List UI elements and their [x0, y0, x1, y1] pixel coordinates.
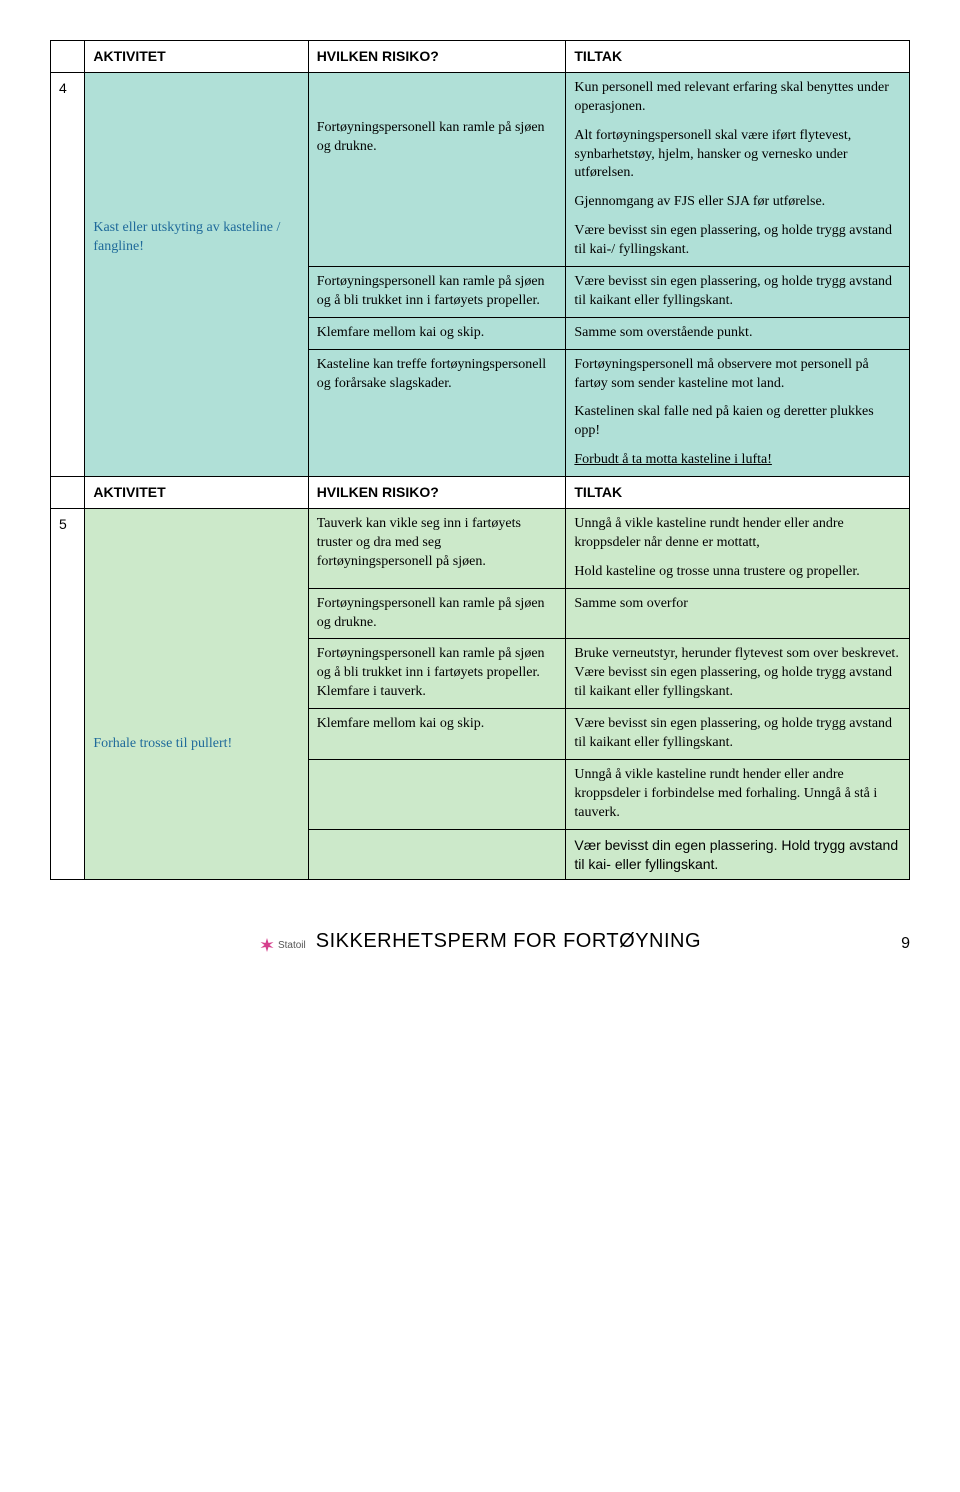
header-aktivitet: AKTIVITET	[85, 477, 308, 509]
risk-text: Fortøyningspersonell kan ramle på sjøen …	[317, 120, 545, 154]
tiltak-text: Hold kasteline og trosse unna trustere o…	[574, 563, 901, 582]
tiltak-text: Kastelinen skal falle ned på kaien og de…	[574, 403, 901, 441]
tiltak-text: Kun personell med relevant erfaring skal…	[574, 79, 901, 117]
header-tiltak: TILTAK	[566, 41, 910, 73]
risk-cell: Fortøyningspersonell kan ramle på sjøen …	[308, 267, 566, 318]
tiltak-cell: Samme som overstående punkt.	[566, 317, 910, 349]
table-header-row: AKTIVITET HVILKEN RISIKO? TILTAK	[51, 41, 910, 73]
tiltak-text: Unngå å vikle kasteline rundt hender ell…	[574, 515, 901, 553]
tiltak-text: Gjennomgang av FJS eller SJA før utførel…	[574, 193, 901, 212]
risk-cell: Klemfare mellom kai og skip.	[308, 317, 566, 349]
risk-cell: Fortøyningspersonell kan ramle på sjøen …	[308, 588, 566, 639]
tiltak-cell: Unngå å vikle kasteline rundt hender ell…	[566, 509, 910, 589]
table-header-row: AKTIVITET HVILKEN RISIKO? TILTAK	[51, 477, 910, 509]
risk-table: AKTIVITET HVILKEN RISIKO? TILTAK 4 Kast …	[50, 40, 910, 880]
tiltak-cell: Vær bevisst din egen plassering. Hold tr…	[566, 829, 910, 880]
header-risiko: HVILKEN RISIKO?	[308, 41, 566, 73]
table-row: 5 Forhale trosse til pullert! Tauverk ka…	[51, 509, 910, 589]
header-blank	[51, 477, 85, 509]
tiltak-text: Være bevisst sin egen plassering, og hol…	[574, 222, 901, 260]
tiltak-underline: Forbudt å ta motta kasteline i lufta!	[574, 451, 901, 470]
tiltak-text: Alt fortøyningspersonell skal være iført…	[574, 127, 901, 184]
risk-cell: Klemfare mellom kai og skip.	[308, 709, 566, 760]
activity-label: Forhale trosse til pullert!	[93, 736, 232, 751]
footer-title: SIKKERHETSPERM FOR FORTØYNING	[316, 930, 701, 953]
activity-label: Kast eller utskyting av kasteline / fang…	[93, 220, 280, 254]
row-number: 4	[51, 72, 85, 476]
tiltak-text: Fortøyningspersonell må observere mot pe…	[574, 356, 901, 394]
tiltak-cell: Være bevisst sin egen plassering, og hol…	[566, 267, 910, 318]
tiltak-cell: Bruke verneutstyr, herunder flytevest so…	[566, 639, 910, 709]
risk-cell: Tauverk kan vikle seg inn i fartøyets tr…	[308, 509, 566, 589]
risk-cell	[308, 759, 566, 829]
star-icon	[259, 937, 275, 953]
risk-cell: Fortøyningspersonell kan ramle på sjøen …	[308, 72, 566, 266]
header-blank	[51, 41, 85, 73]
activity-cell: Forhale trosse til pullert!	[85, 509, 308, 880]
page-number: 9	[901, 935, 910, 953]
risk-cell: Kasteline kan treffe fortøyningspersonel…	[308, 349, 566, 476]
tiltak-cell: Unngå å vikle kasteline rundt hender ell…	[566, 759, 910, 829]
row-number: 5	[51, 509, 85, 880]
statoil-logo: Statoil	[259, 937, 306, 953]
tiltak-cell: Være bevisst sin egen plassering, og hol…	[566, 709, 910, 760]
header-risiko: HVILKEN RISIKO?	[308, 477, 566, 509]
page-footer: Statoil SIKKERHETSPERM FOR FORTØYNING 9	[50, 930, 910, 953]
risk-cell: Fortøyningspersonell kan ramle på sjøen …	[308, 639, 566, 709]
risk-cell	[308, 829, 566, 880]
tiltak-cell: Fortøyningspersonell må observere mot pe…	[566, 349, 910, 476]
header-tiltak: TILTAK	[566, 477, 910, 509]
header-aktivitet: AKTIVITET	[85, 41, 308, 73]
table-row: 4 Kast eller utskyting av kasteline / fa…	[51, 72, 910, 266]
tiltak-cell: Kun personell med relevant erfaring skal…	[566, 72, 910, 266]
activity-cell: Kast eller utskyting av kasteline / fang…	[85, 72, 308, 476]
logo-text: Statoil	[278, 940, 306, 951]
tiltak-cell: Samme som overfor	[566, 588, 910, 639]
